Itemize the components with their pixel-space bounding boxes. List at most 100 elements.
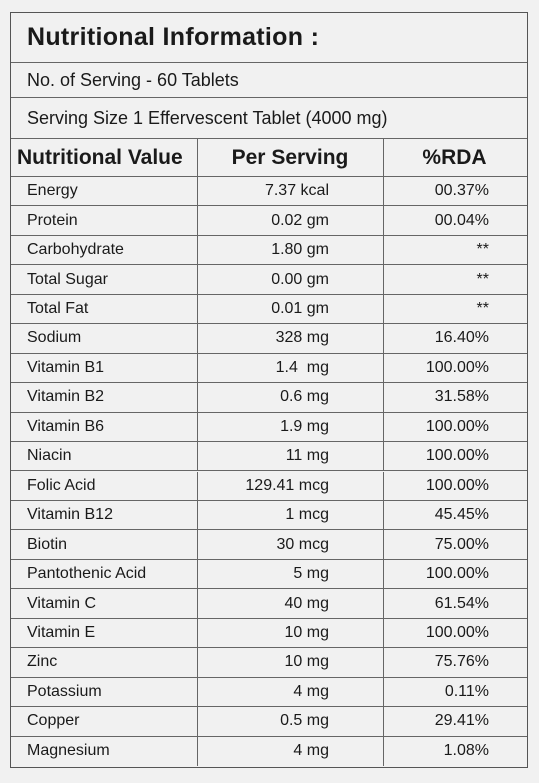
column-divider	[197, 707, 198, 736]
per-serving: 5 mg	[293, 565, 329, 583]
column-divider	[383, 648, 384, 677]
nutrition-table: Nutritional Information : No. of Serving …	[10, 12, 528, 768]
rda: 45.45%	[434, 506, 489, 524]
column-divider	[383, 707, 384, 736]
nutrient-row: Vitamin B1 1.4 mg 100.00%	[11, 353, 527, 384]
per-serving: 0.6 mg	[280, 388, 329, 406]
rda: 61.54%	[434, 594, 489, 612]
per-serving: 1.80 gm	[271, 241, 329, 259]
column-divider	[197, 177, 198, 206]
rda: 0.11%	[444, 682, 489, 700]
column-divider	[383, 265, 384, 294]
nutrient-name: Vitamin B2	[27, 388, 105, 406]
per-serving: 0.01 gm	[271, 300, 329, 318]
per-serving: 7.37 kcal	[264, 182, 329, 200]
rda: 100.00%	[425, 565, 489, 583]
column-divider	[383, 677, 384, 707]
nutrient-name: Energy	[27, 182, 78, 200]
per-serving: 0.00 gm	[271, 270, 329, 288]
rda: 00.37%	[434, 182, 489, 200]
rda: 100.00%	[425, 417, 489, 435]
nutrient-name: Sodium	[27, 329, 82, 347]
nutrient-row: Biotin 30 mcg 75.00%	[11, 530, 527, 560]
rda: **	[476, 241, 489, 259]
header-row: Nutritional Value Per Serving %RDA	[11, 139, 527, 177]
per-serving: 1.4 mg	[275, 358, 329, 376]
servings-row: No. of Serving - 60 Tablets	[11, 63, 527, 98]
column-divider	[383, 412, 384, 442]
column-divider	[197, 235, 198, 265]
nutrient-name: Vitamin B6	[27, 417, 105, 435]
nutrient-name: Total Fat	[27, 300, 89, 318]
rda: 29.41%	[434, 712, 489, 730]
column-divider	[383, 383, 384, 412]
column-header: Per Serving	[231, 145, 349, 169]
nutrient-row: Protein 0.02 gm 00.04%	[11, 206, 527, 236]
per-serving: 10 mg	[284, 653, 329, 671]
nutrient-row: Energy 7.37 kcal 00.37%	[11, 177, 527, 207]
nutrient-name: Copper	[27, 712, 80, 730]
nutrient-row: Vitamin B12 1 mcg 45.45%	[11, 500, 527, 531]
nutrient-row: Vitamin C 40 mg 61.54%	[11, 589, 527, 619]
nutrient-row: Magnesium 4 mg 1.08%	[11, 736, 527, 766]
nutrient-row: Copper 0.5 mg 29.41%	[11, 707, 527, 737]
nutrient-row: Zinc 10 mg 75.76%	[11, 648, 527, 678]
per-serving: 4 mg	[293, 682, 329, 700]
nutrient-name: Carbohydrate	[27, 241, 124, 259]
nutrient-name: Potassium	[27, 682, 102, 700]
column-divider	[383, 353, 384, 383]
column-divider	[197, 139, 198, 176]
per-serving: 328 mg	[275, 329, 329, 347]
column-divider	[383, 500, 384, 530]
title: Nutritional Information :	[27, 23, 320, 51]
column-divider	[383, 294, 384, 324]
nutrient-name: Vitamin B12	[27, 506, 113, 524]
rda: 100.00%	[425, 623, 489, 641]
column-divider	[383, 471, 384, 500]
rda: 75.76%	[434, 653, 489, 671]
serving-size: Serving Size 1 Effervescent Tablet (4000…	[27, 107, 388, 128]
nutrient-row: Carbohydrate 1.80 gm **	[11, 235, 527, 266]
per-serving: 0.02 gm	[271, 211, 329, 229]
per-serving: 30 mcg	[276, 535, 329, 553]
nutrient-name: Vitamin B1	[27, 358, 105, 376]
column-divider	[383, 206, 384, 235]
nutrient-name: Niacin	[27, 447, 72, 465]
column-divider	[197, 589, 198, 618]
rda: **	[476, 270, 489, 288]
nutrient-name: Protein	[27, 211, 78, 229]
column-header: Nutritional Value	[17, 145, 183, 169]
column-divider	[197, 324, 198, 353]
servings: No. of Serving - 60 Tablets	[27, 69, 239, 90]
nutrient-name: Biotin	[27, 535, 68, 553]
nutrient-row: Vitamin B2 0.6 mg 31.58%	[11, 383, 527, 413]
column-divider	[197, 618, 198, 648]
per-serving: 4 mg	[293, 742, 329, 760]
column-divider	[197, 206, 198, 235]
column-divider	[197, 383, 198, 412]
column-divider	[383, 139, 384, 176]
column-divider	[383, 530, 384, 559]
rda: 100.00%	[425, 476, 489, 494]
column-divider	[383, 442, 384, 471]
nutrient-row: Vitamin B6 1.9 mg 100.00%	[11, 412, 527, 443]
column-divider	[383, 736, 384, 766]
nutrient-name: Magnesium	[27, 742, 110, 760]
serving-size-row: Serving Size 1 Effervescent Tablet (4000…	[11, 98, 527, 139]
rda: 100.00%	[425, 447, 489, 465]
nutrient-name: Pantothenic Acid	[27, 565, 147, 583]
rda: 00.04%	[434, 211, 489, 229]
column-divider	[197, 265, 198, 294]
per-serving: 129.41 mcg	[245, 476, 329, 494]
rda: 100.00%	[425, 358, 489, 376]
rda: 1.08%	[443, 742, 489, 760]
column-divider	[383, 324, 384, 353]
nutrient-name: Vitamin C	[27, 594, 97, 612]
column-divider	[197, 530, 198, 559]
column-divider	[197, 353, 198, 383]
nutrient-row: Sodium 328 mg 16.40%	[11, 324, 527, 354]
rda: 16.40%	[434, 329, 489, 347]
column-divider	[383, 589, 384, 618]
per-serving: 40 mg	[284, 594, 329, 612]
per-serving: 10 mg	[284, 623, 329, 641]
